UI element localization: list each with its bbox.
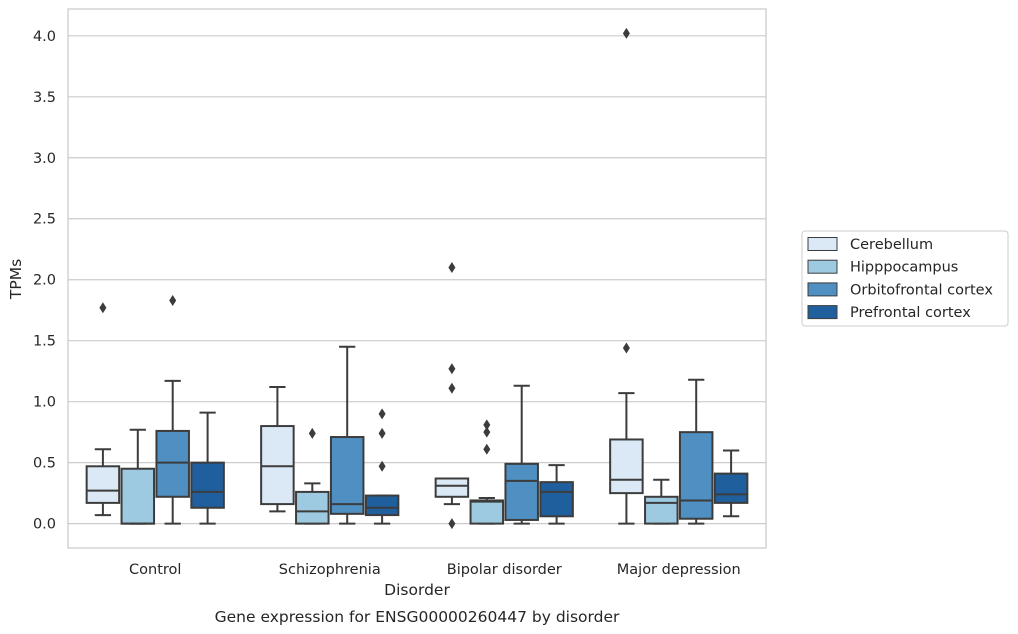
outlier-point bbox=[622, 27, 630, 39]
outlier-point bbox=[483, 426, 491, 438]
box bbox=[469, 419, 505, 525]
legend-swatch bbox=[807, 237, 838, 251]
legend-swatch bbox=[807, 282, 838, 297]
outlier-point bbox=[622, 342, 630, 354]
outlier-point bbox=[169, 294, 177, 306]
box bbox=[155, 294, 190, 525]
box-body bbox=[155, 429, 190, 498]
box-group bbox=[609, 27, 749, 525]
box bbox=[644, 478, 679, 525]
y-tick-label: 2.5 bbox=[33, 212, 56, 228]
plot-frame bbox=[67, 8, 767, 549]
box-body bbox=[539, 481, 574, 518]
y-tick-label: 1.0 bbox=[33, 395, 56, 411]
box bbox=[120, 428, 156, 525]
x-tick-label: Major depression bbox=[617, 562, 741, 578]
box-body bbox=[504, 462, 539, 521]
box-body bbox=[260, 425, 295, 506]
box-body bbox=[644, 495, 679, 525]
legend: Cerebellum Hipppocampus Orbitofrontal cort… bbox=[801, 230, 1009, 327]
y-tick-labels: 0.0 0.5 1.0 1.5 2.0 2.5 3.0 3.5 4.0 bbox=[33, 29, 56, 533]
box-body bbox=[678, 431, 714, 520]
box-body bbox=[329, 436, 365, 515]
outlier-point bbox=[378, 408, 386, 420]
box bbox=[539, 464, 574, 525]
outlier-point bbox=[483, 419, 491, 431]
box-group bbox=[260, 345, 400, 525]
box bbox=[504, 384, 539, 525]
box-group bbox=[85, 294, 225, 525]
outlier-point bbox=[448, 518, 456, 530]
box-body bbox=[295, 490, 330, 525]
outlier-point bbox=[378, 460, 386, 472]
x-tick-label: Schizophrenia bbox=[279, 562, 381, 578]
x-tick-label: Control bbox=[129, 562, 181, 578]
y-tick-label: 0.0 bbox=[33, 517, 56, 533]
box bbox=[190, 411, 225, 525]
box-body bbox=[364, 494, 400, 517]
box bbox=[260, 386, 295, 513]
box bbox=[434, 262, 470, 530]
box-body bbox=[713, 472, 749, 504]
y-tick-label: 2.0 bbox=[33, 273, 56, 289]
box bbox=[678, 378, 714, 525]
chart-caption: Gene expression for ENSG00000260447 by d… bbox=[215, 608, 620, 626]
legend-frame bbox=[801, 230, 1009, 327]
outlier-point bbox=[378, 427, 386, 439]
box-body bbox=[120, 467, 156, 525]
box bbox=[713, 449, 749, 518]
legend-label: Orbitofrontal cortex bbox=[850, 282, 993, 298]
gridlines bbox=[68, 35, 766, 525]
box-body bbox=[85, 465, 121, 504]
outlier-point bbox=[99, 302, 107, 314]
y-tick-label: 3.5 bbox=[33, 90, 56, 106]
y-tick-label: 4.0 bbox=[33, 29, 56, 45]
x-axis-title: Disorder bbox=[384, 581, 450, 599]
x-tick-label: Bipolar disorder bbox=[447, 562, 562, 578]
y-tick-label: 1.5 bbox=[33, 334, 56, 350]
box-body bbox=[469, 499, 505, 525]
box bbox=[364, 408, 400, 525]
box-body bbox=[190, 461, 225, 509]
outlier-point bbox=[448, 262, 456, 274]
box-body bbox=[434, 477, 470, 498]
box bbox=[85, 302, 121, 517]
legend-label: Prefrontal cortex bbox=[850, 305, 971, 321]
y-axis-title: TPMs bbox=[7, 259, 25, 300]
outlier-point bbox=[448, 363, 456, 375]
legend-label: Hipppocampus bbox=[850, 260, 958, 276]
outlier-point bbox=[308, 427, 316, 439]
box bbox=[609, 27, 644, 525]
legend-swatch bbox=[807, 305, 838, 320]
box bbox=[329, 345, 365, 525]
box-group bbox=[434, 262, 574, 530]
outlier-point bbox=[448, 382, 456, 394]
box-groups bbox=[85, 27, 749, 530]
outlier-point bbox=[483, 443, 491, 455]
box-body bbox=[609, 438, 644, 495]
y-tick-label: 3.0 bbox=[33, 151, 56, 167]
legend-swatch bbox=[807, 259, 838, 274]
legend-label: Cerebellum bbox=[850, 237, 933, 253]
y-tick-label: 0.5 bbox=[33, 456, 56, 472]
x-tick-labels: Control Schizophrenia Bipolar disorder Majo… bbox=[129, 562, 741, 578]
box bbox=[295, 427, 330, 525]
